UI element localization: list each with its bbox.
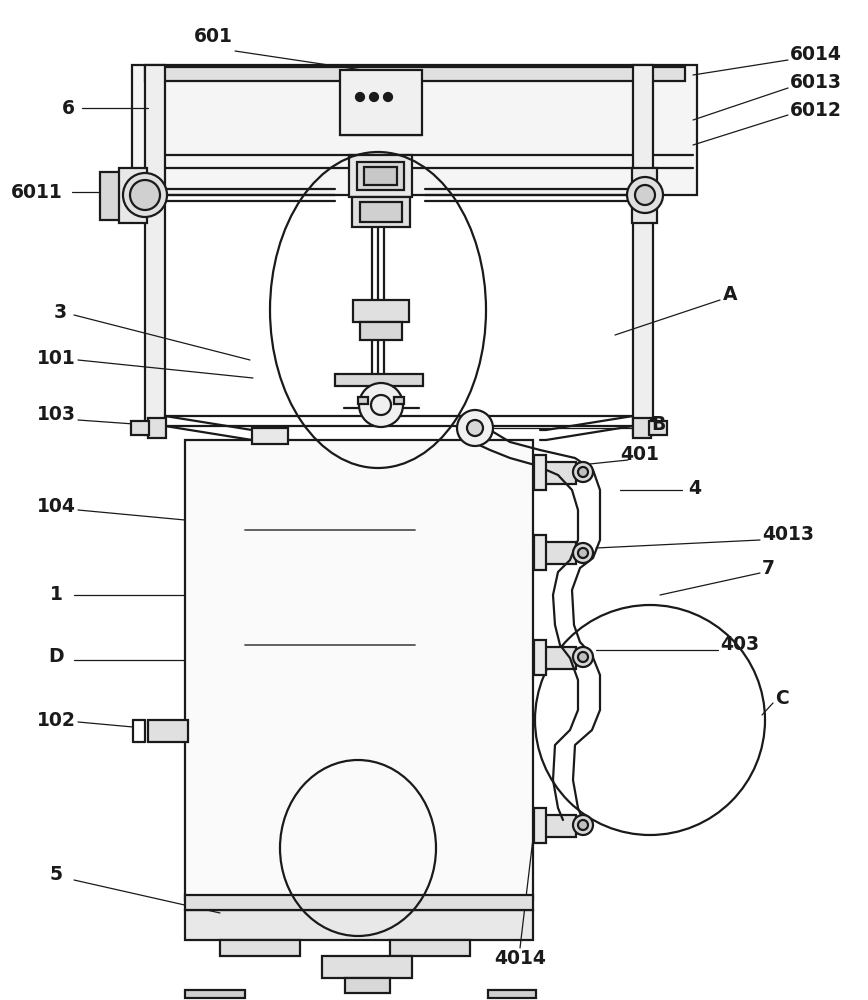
Text: B: B <box>651 416 665 434</box>
Circle shape <box>573 462 593 482</box>
Bar <box>185 895 533 910</box>
Bar <box>632 168 657 223</box>
Circle shape <box>573 815 593 835</box>
Circle shape <box>578 652 588 662</box>
Text: 5: 5 <box>49 865 62 884</box>
Text: 104: 104 <box>36 497 76 516</box>
Bar <box>145 67 685 81</box>
Bar <box>360 202 402 222</box>
Text: 6013: 6013 <box>790 74 842 93</box>
Text: 7: 7 <box>762 558 775 578</box>
Bar <box>185 440 533 900</box>
Bar <box>534 535 546 570</box>
Bar <box>345 978 390 993</box>
Text: 102: 102 <box>36 710 76 730</box>
Bar <box>360 322 402 340</box>
Bar <box>649 421 667 435</box>
Text: 4: 4 <box>688 479 701 497</box>
Circle shape <box>635 185 655 205</box>
Bar <box>364 167 397 185</box>
Bar <box>220 940 300 956</box>
Bar <box>349 155 412 197</box>
Text: 6012: 6012 <box>790 101 842 119</box>
Text: A: A <box>723 286 737 304</box>
Circle shape <box>384 93 392 101</box>
Text: 6: 6 <box>62 99 75 117</box>
Circle shape <box>356 93 364 101</box>
Bar <box>148 418 166 438</box>
Text: 4014: 4014 <box>494 948 546 968</box>
Bar <box>131 421 149 435</box>
Text: 3: 3 <box>54 302 67 322</box>
Text: 1: 1 <box>49 585 62 604</box>
Circle shape <box>370 93 378 101</box>
Bar <box>534 808 546 843</box>
Bar <box>534 647 576 669</box>
Text: 601: 601 <box>194 27 233 46</box>
Bar <box>390 940 470 956</box>
Bar <box>534 815 576 837</box>
Text: 4013: 4013 <box>762 526 814 544</box>
Bar <box>358 397 368 404</box>
Bar <box>148 720 188 742</box>
Text: 101: 101 <box>36 349 76 367</box>
Circle shape <box>573 543 593 563</box>
Text: 103: 103 <box>36 406 76 424</box>
Bar <box>322 956 412 978</box>
Bar <box>100 172 122 220</box>
Circle shape <box>359 383 403 427</box>
Circle shape <box>123 173 167 217</box>
Bar <box>357 162 404 190</box>
Bar <box>145 65 165 435</box>
Bar <box>119 168 147 223</box>
Circle shape <box>578 820 588 830</box>
Text: 6011: 6011 <box>11 182 62 202</box>
Bar <box>633 65 653 435</box>
Bar <box>132 65 697 195</box>
Text: 403: 403 <box>720 636 760 654</box>
Bar <box>534 455 546 490</box>
Circle shape <box>573 647 593 667</box>
Bar <box>394 397 404 404</box>
Circle shape <box>130 180 160 210</box>
Circle shape <box>578 548 588 558</box>
Text: 6014: 6014 <box>790 45 842 64</box>
Circle shape <box>467 420 483 436</box>
Text: C: C <box>775 688 789 708</box>
Bar <box>352 197 410 227</box>
Text: D: D <box>49 648 64 666</box>
Bar <box>353 300 409 322</box>
Bar <box>488 990 536 998</box>
Bar <box>185 990 245 998</box>
Bar <box>534 462 576 484</box>
Bar <box>335 374 423 386</box>
Bar <box>252 428 288 444</box>
Circle shape <box>627 177 663 213</box>
Circle shape <box>457 410 493 446</box>
Bar <box>534 542 576 564</box>
Bar <box>185 910 533 940</box>
Circle shape <box>578 467 588 477</box>
Bar <box>340 70 422 135</box>
Bar <box>633 418 651 438</box>
Text: 401: 401 <box>621 446 660 464</box>
Bar <box>534 640 546 675</box>
